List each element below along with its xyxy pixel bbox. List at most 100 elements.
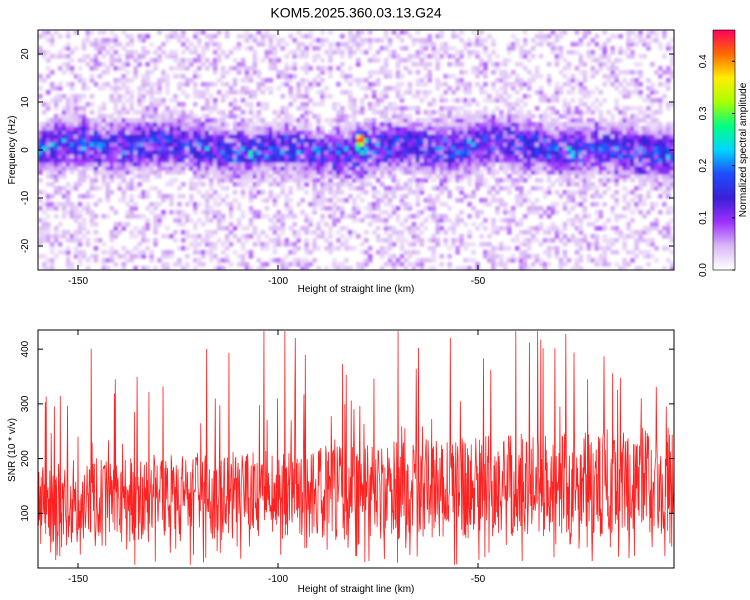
heatmap-cell (475, 158, 480, 163)
heatmap-cell (304, 90, 309, 95)
heatmap-cell (185, 142, 190, 147)
heatmap-cell (101, 142, 107, 147)
heatmap-cell (411, 226, 417, 231)
heatmap-cell (38, 134, 43, 139)
heatmap-cell (208, 186, 214, 191)
heatmap-cell (407, 154, 413, 159)
heatmap-cell (177, 118, 182, 123)
heatmap-cell (248, 234, 254, 239)
heatmap-cell (129, 206, 134, 211)
heatmap-cell (503, 86, 508, 91)
heatmap-cell (284, 202, 290, 207)
heatmap-cell (212, 146, 218, 151)
heatmap-cell (165, 162, 170, 167)
heatmap-cell (391, 194, 397, 199)
heatmap-cell (515, 158, 520, 163)
heatmap-cell (185, 118, 190, 123)
heatmap-cell (65, 134, 71, 139)
heatmap-cell (614, 106, 619, 111)
heatmap-cell (101, 158, 107, 163)
heatmap-cell (487, 250, 492, 255)
heatmap-cell (45, 74, 51, 79)
heatmap-cell (391, 102, 397, 107)
heatmap-cell (499, 166, 504, 171)
heatmap-cell (93, 230, 99, 235)
heatmap-cell (522, 194, 528, 199)
heatmap-cell (447, 194, 452, 199)
heatmap-cell (193, 146, 198, 151)
heatmap-cell (495, 170, 500, 175)
heatmap-cell (153, 146, 158, 151)
heatmap-cell (503, 262, 508, 267)
heatmap-cell (169, 126, 174, 131)
heatmap-cell (264, 150, 270, 155)
heatmap-cell (69, 122, 75, 127)
heatmap-cell (534, 166, 540, 171)
heatmap-cell (232, 130, 238, 135)
heatmap-cell (423, 82, 429, 87)
heatmap-cell (590, 158, 596, 163)
heatmap-cell (503, 114, 508, 119)
heatmap-cell (391, 106, 397, 111)
heatmap-cell (189, 162, 194, 167)
heatmap-cell (614, 226, 619, 231)
heatmap-cell (109, 54, 115, 59)
heatmap-cell (395, 230, 401, 235)
heatmap-cell (153, 134, 158, 139)
heatmap-cell (391, 134, 397, 139)
heatmap-cell (479, 138, 484, 143)
heatmap-cell (208, 122, 214, 127)
heatmap-cell (439, 126, 445, 131)
heatmap-cell (41, 238, 47, 243)
heatmap-cell (363, 206, 369, 211)
heatmap-cell (93, 202, 99, 207)
heatmap-cell (590, 142, 596, 147)
heatmap-cell (348, 38, 353, 43)
heatmap-cell (491, 162, 496, 167)
heatmap-cell (49, 250, 55, 255)
heatmap-cell (491, 62, 496, 67)
heatmap-cell (45, 206, 51, 211)
heatmap-cell (594, 218, 600, 223)
heatmap-cell (45, 174, 51, 179)
heatmap-cell (336, 198, 341, 203)
heatmap-cell (554, 178, 560, 183)
heatmap-cell (566, 146, 572, 151)
heatmap-cell (189, 194, 194, 199)
heatmap-cell (276, 126, 282, 131)
heatmap-cell (622, 258, 627, 263)
heatmap-cell (141, 106, 146, 111)
heatmap-cell (340, 214, 345, 219)
heatmap-cell (200, 94, 206, 99)
heatmap-cell (614, 74, 619, 79)
heatmap-cell (387, 122, 393, 127)
heatmap-cell (165, 106, 170, 111)
heatmap-cell (161, 146, 166, 151)
heatmap-cell (141, 150, 146, 155)
heatmap-cell (606, 162, 612, 167)
heatmap-cell (109, 30, 115, 35)
heatmap-cell (578, 162, 584, 167)
heatmap-cell (590, 222, 596, 227)
heatmap-cell (145, 106, 150, 111)
heatmap-cell (507, 174, 512, 179)
heatmap-cell (363, 154, 369, 159)
heatmap-cell (459, 122, 464, 127)
heatmap-cell (538, 206, 544, 211)
heatmap-cell (113, 250, 119, 255)
heatmap-cell (41, 142, 47, 147)
heatmap-cell (463, 142, 468, 147)
heatmap-cell (61, 186, 67, 191)
heatmap-cell (308, 222, 313, 227)
heatmap-cell (562, 242, 568, 247)
heatmap-cell (193, 158, 198, 163)
heatmap-cell (371, 206, 377, 211)
heatmap-cell (542, 34, 548, 39)
heatmap-cell (562, 162, 568, 167)
heatmap-cell (212, 138, 218, 143)
heatmap-cell (534, 206, 540, 211)
heatmap-cell (590, 58, 596, 63)
heatmap-cell (57, 118, 63, 123)
heatmap-cell (546, 134, 552, 139)
heatmap-cell (240, 162, 246, 167)
